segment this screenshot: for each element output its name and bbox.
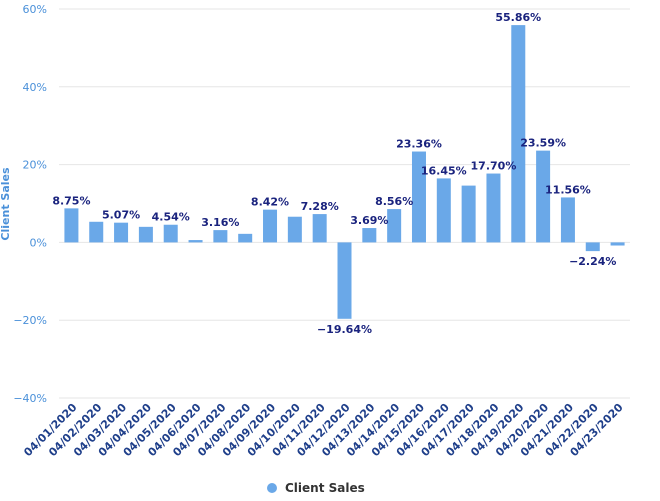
bar[interactable] — [163, 224, 178, 243]
legend[interactable]: Client Sales — [267, 481, 365, 495]
bar[interactable] — [461, 185, 476, 243]
bar[interactable] — [536, 150, 551, 243]
legend-marker[interactable] — [267, 483, 277, 493]
data-label: 8.42% — [251, 196, 289, 209]
legend-label[interactable]: Client Sales — [285, 481, 365, 495]
bar[interactable] — [511, 25, 526, 243]
data-label: 8.56% — [375, 195, 413, 208]
bar[interactable] — [188, 240, 203, 243]
data-label: 23.59% — [520, 137, 566, 150]
data-label: −19.64% — [317, 323, 372, 336]
bar[interactable] — [64, 208, 79, 243]
bar[interactable] — [362, 228, 377, 243]
data-label: 5.07% — [102, 209, 140, 222]
y-axis-ticks: 60% 40% 20% 0% −20% −40% — [13, 3, 47, 405]
y-tick-label: 0% — [30, 236, 47, 249]
y-tick-label: −20% — [13, 314, 47, 327]
x-axis-ticks: 04/01/202004/02/202004/03/202004/04/2020… — [21, 401, 626, 459]
bar[interactable] — [585, 242, 600, 252]
data-label: −2.24% — [569, 255, 616, 268]
data-label: 8.75% — [52, 194, 90, 207]
y-axis-label: Client Sales — [0, 167, 12, 241]
bar[interactable] — [312, 214, 327, 243]
bar[interactable] — [263, 209, 278, 243]
bar[interactable] — [138, 226, 153, 243]
bar[interactable] — [486, 173, 501, 243]
bar[interactable] — [89, 221, 104, 243]
bar[interactable] — [337, 242, 352, 319]
gridlines — [59, 8, 630, 399]
bar[interactable] — [287, 216, 302, 243]
data-label: 55.86% — [495, 11, 541, 24]
bar[interactable] — [238, 233, 253, 243]
data-label: 17.70% — [471, 160, 517, 173]
y-tick-label: 20% — [23, 159, 47, 172]
data-label: 23.36% — [396, 138, 442, 151]
bar[interactable] — [213, 230, 228, 243]
y-tick-label: 60% — [23, 3, 47, 16]
y-tick-label: 40% — [23, 81, 47, 94]
data-labels: 8.75% 5.07% 4.54% 3.16% 8.42% 7.28% −19.64% 3.6… — [52, 11, 616, 336]
y-tick-label: −40% — [13, 392, 47, 405]
bar[interactable] — [436, 178, 451, 243]
bar[interactable] — [560, 197, 575, 243]
data-label: 3.16% — [201, 216, 239, 229]
bar[interactable] — [387, 209, 402, 243]
data-label: 11.56% — [545, 183, 591, 196]
bar[interactable] — [411, 151, 426, 243]
data-label: 7.28% — [301, 200, 339, 213]
bar[interactable] — [114, 222, 129, 243]
data-label: 4.54% — [152, 211, 190, 224]
data-label: 16.45% — [421, 164, 467, 177]
bar[interactable] — [610, 242, 625, 246]
data-label: 3.69% — [350, 214, 388, 227]
bars — [64, 25, 625, 319]
